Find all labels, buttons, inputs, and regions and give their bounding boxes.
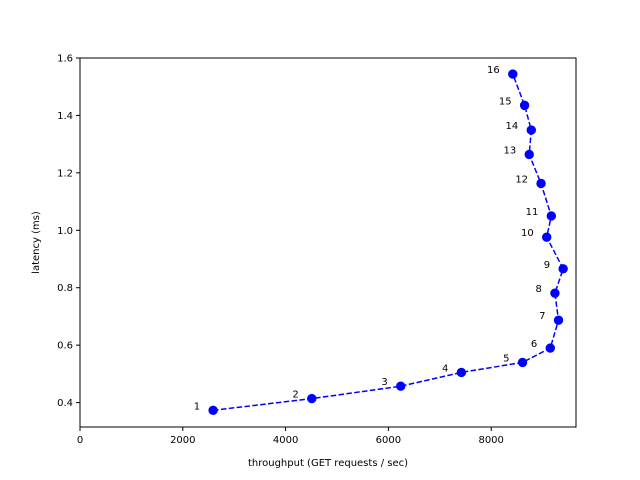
plot-area — [80, 58, 576, 427]
data-point-label: 4 — [442, 363, 448, 374]
data-point — [396, 381, 406, 391]
y-tick-label: 0.6 — [57, 341, 73, 352]
data-point-label: 13 — [503, 145, 516, 156]
data-point — [524, 149, 534, 160]
data-point-label: 7 — [539, 311, 545, 322]
data-point-label: 5 — [503, 353, 509, 364]
x-tick-label: 6000 — [376, 435, 401, 446]
x-axis-ticks: 0 2000 4000 6000 8000 — [77, 427, 504, 446]
plot-frame — [79, 57, 577, 428]
data-point — [526, 125, 536, 135]
data-point-label: 3 — [381, 377, 387, 388]
x-tick-label: 4000 — [273, 435, 298, 446]
data-point-label: 9 — [544, 260, 550, 271]
data-point — [456, 367, 467, 378]
data-point — [550, 288, 560, 298]
data-point — [536, 178, 546, 189]
y-tick-label: 1.6 — [57, 54, 73, 65]
series-line — [213, 73, 565, 412]
data-point-label: 12 — [515, 174, 528, 185]
data-point-label: 11 — [526, 207, 539, 218]
data-point — [546, 211, 557, 221]
x-tick-label: 0 — [77, 435, 83, 446]
data-point — [545, 343, 556, 353]
y-tick-label: 0.4 — [57, 398, 73, 409]
data-point-label: 14 — [506, 121, 519, 132]
data-point — [553, 315, 564, 325]
data-point-label: 2 — [292, 390, 298, 401]
data-point-label: 16 — [487, 65, 500, 76]
y-axis-label: latency (ms) — [31, 211, 42, 274]
data-point — [542, 232, 552, 242]
data-point-label: 8 — [536, 284, 542, 295]
x-tick-label: 8000 — [478, 435, 503, 446]
y-axis-ticks: 0.4 0.6 0.8 1.0 1.2 1.4 1.6 — [57, 54, 80, 409]
y-tick-label: 1.2 — [57, 168, 73, 179]
data-point — [508, 69, 518, 79]
data-point — [307, 393, 317, 404]
data-point — [519, 100, 530, 111]
data-point — [517, 357, 528, 368]
y-tick-label: 1.4 — [57, 111, 73, 122]
data-point — [558, 264, 568, 274]
data-point-label: 6 — [531, 339, 537, 350]
data-point-label: 15 — [499, 96, 512, 107]
data-point-label: 1 — [194, 401, 200, 412]
data-point — [208, 405, 218, 416]
y-tick-label: 1.0 — [57, 226, 73, 237]
data-point-label: 10 — [521, 228, 534, 239]
y-tick-label: 0.8 — [57, 283, 73, 294]
x-tick-label: 2000 — [170, 435, 195, 446]
x-axis-label: throughput (GET requests / sec) — [248, 458, 408, 469]
